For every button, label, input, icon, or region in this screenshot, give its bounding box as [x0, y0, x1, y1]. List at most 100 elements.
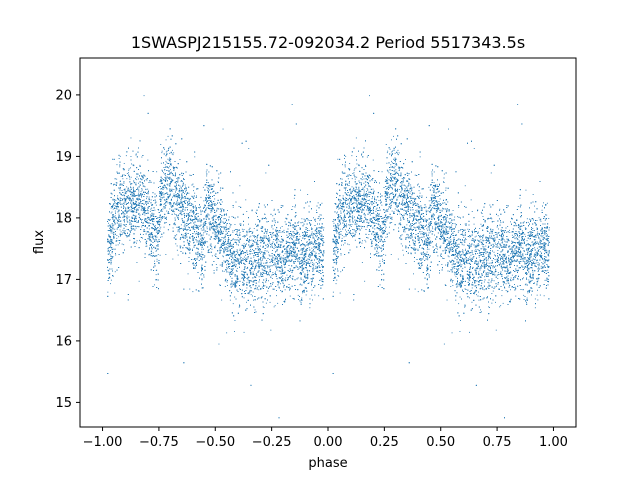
scatter-point	[548, 259, 550, 261]
scatter-point	[118, 226, 120, 227]
scatter-point	[276, 274, 277, 275]
scatter-point	[166, 210, 168, 212]
scatter-point	[548, 278, 549, 280]
scatter-point	[387, 236, 388, 238]
scatter-point	[391, 151, 393, 153]
scatter-point	[411, 247, 413, 249]
scatter-point	[142, 222, 144, 224]
scatter-point	[304, 234, 306, 235]
scatter-point	[300, 189, 301, 191]
scatter-point	[154, 209, 156, 211]
scatter-point	[151, 207, 153, 209]
scatter-point	[288, 244, 290, 246]
scatter-point	[460, 275, 461, 277]
scatter-point	[121, 194, 123, 196]
scatter-point	[164, 173, 166, 175]
scatter-point	[501, 290, 503, 291]
scatter-point	[222, 230, 224, 232]
scatter-point	[269, 301, 271, 303]
scatter-point	[183, 213, 185, 215]
scatter-point	[124, 216, 126, 217]
scatter-point	[402, 245, 403, 247]
scatter-point	[487, 254, 489, 256]
scatter-point	[526, 299, 528, 300]
scatter-point	[475, 251, 477, 252]
scatter-point	[205, 200, 206, 201]
scatter-point	[187, 226, 189, 228]
scatter-point	[377, 237, 379, 239]
scatter-point	[123, 201, 125, 203]
scatter-point	[203, 229, 205, 231]
scatter-point	[257, 249, 259, 251]
scatter-point	[540, 220, 542, 222]
scatter-point	[451, 227, 453, 229]
scatter-point	[453, 271, 455, 273]
scatter-point	[432, 228, 434, 230]
scatter-point	[381, 274, 383, 276]
scatter-point	[297, 239, 299, 241]
scatter-point	[404, 185, 406, 187]
scatter-point	[274, 243, 275, 245]
scatter-point	[125, 201, 127, 203]
scatter-point	[310, 223, 312, 225]
scatter-point	[115, 208, 117, 209]
scatter-point	[291, 277, 293, 279]
scatter-point	[457, 263, 459, 264]
scatter-point	[340, 253, 342, 254]
scatter-point	[116, 164, 118, 166]
scatter-point	[527, 292, 529, 294]
scatter-point	[485, 289, 487, 290]
scatter-point	[252, 231, 254, 233]
scatter-point	[418, 238, 420, 240]
scatter-point	[256, 262, 258, 264]
scatter-point	[374, 196, 376, 198]
scatter-point	[190, 211, 192, 213]
scatter-point	[349, 203, 351, 205]
scatter-point	[338, 204, 340, 205]
scatter-point	[532, 278, 534, 280]
scatter-point	[533, 235, 535, 237]
scatter-point	[107, 230, 109, 231]
scatter-point	[494, 242, 496, 244]
scatter-point	[542, 266, 544, 268]
scatter-point	[271, 259, 273, 261]
scatter-point	[292, 241, 294, 243]
scatter-point	[163, 203, 165, 205]
scatter-point	[185, 191, 186, 193]
scatter-point	[303, 262, 305, 264]
scatter-point	[372, 231, 373, 233]
scatter-point	[222, 255, 224, 257]
scatter-point	[479, 259, 481, 261]
scatter-point	[230, 276, 231, 278]
scatter-point	[163, 172, 164, 174]
scatter-point	[373, 206, 374, 208]
scatter-point	[278, 239, 279, 241]
scatter-point	[420, 217, 422, 219]
scatter-point	[357, 195, 359, 197]
scatter-point	[229, 248, 231, 250]
scatter-point	[290, 245, 292, 247]
scatter-point	[260, 289, 262, 290]
scatter-point	[515, 295, 517, 297]
scatter-point	[376, 215, 378, 217]
scatter-point	[202, 226, 204, 228]
scatter-point	[165, 177, 167, 179]
scatter-point	[124, 195, 126, 197]
scatter-point	[470, 254, 472, 256]
scatter-point	[439, 270, 440, 271]
scatter-point	[205, 230, 207, 232]
scatter-point	[383, 209, 385, 211]
scatter-point	[152, 219, 154, 221]
scatter-point	[478, 274, 480, 276]
scatter-point	[263, 282, 264, 284]
scatter-point	[255, 273, 257, 275]
scatter-point	[474, 292, 475, 294]
scatter-point	[186, 213, 188, 215]
scatter-point	[452, 268, 454, 270]
scatter-point	[248, 223, 249, 225]
scatter-point	[490, 262, 492, 264]
scatter-point	[417, 236, 419, 238]
scatter-point	[387, 150, 389, 152]
scatter-point	[213, 270, 215, 271]
scatter-point	[334, 225, 336, 227]
